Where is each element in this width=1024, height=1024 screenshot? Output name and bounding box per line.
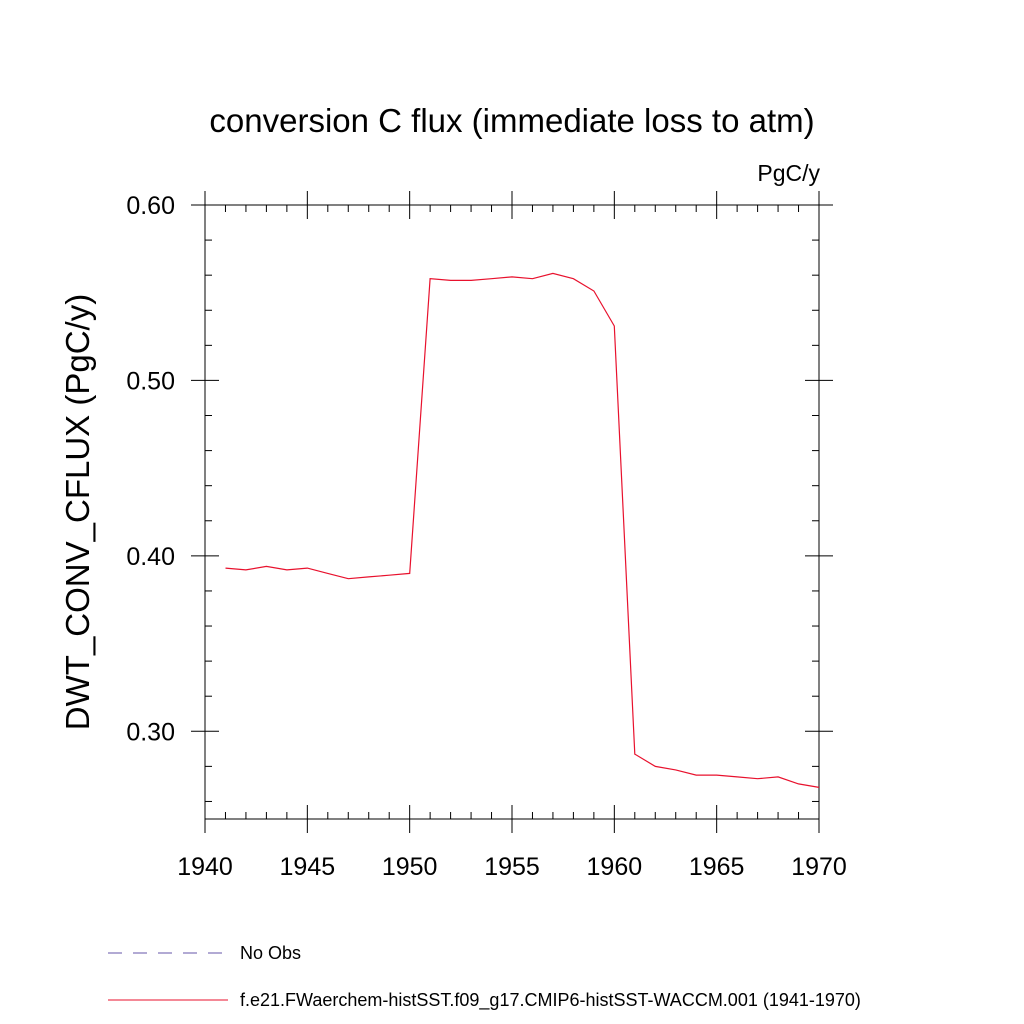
y-tick-label: 0.50 [126, 367, 175, 395]
x-tick-label: 1965 [689, 853, 745, 881]
units-label: PgC/y [757, 160, 820, 186]
y-axis-label: DWT_CONV_CFLUX (PgC/y) [59, 294, 96, 730]
x-tick-label: 1970 [791, 853, 847, 881]
axis-ticks [191, 191, 833, 833]
y-tick-label: 0.40 [126, 543, 175, 571]
x-tick-label: 1945 [280, 853, 336, 881]
chart-title: conversion C flux (immediate loss to atm… [209, 102, 814, 139]
legend-label: f.e21.FWaerchem-histSST.f09_g17.CMIP6-hi… [240, 990, 861, 1011]
data-series [225, 272, 820, 788]
y-tick-label: 0.30 [126, 718, 175, 746]
x-tick-label: 1940 [177, 853, 233, 881]
series-line [225, 272, 820, 788]
legend: No Obs f.e21.FWaerchem-histSST.f09_g17.CM… [108, 943, 861, 1011]
x-tick-label: 1950 [382, 853, 438, 881]
plot-frame [204, 204, 820, 820]
x-tick-label: 1960 [587, 853, 643, 881]
y-tick-label: 0.60 [126, 192, 175, 220]
axis-tick-labels: 1940 1945 1950 1955 1960 1965 1970 0.30 0.40 0.50… [126, 192, 846, 881]
x-tick-label: 1955 [484, 853, 540, 881]
legend-label: No Obs [240, 943, 301, 963]
